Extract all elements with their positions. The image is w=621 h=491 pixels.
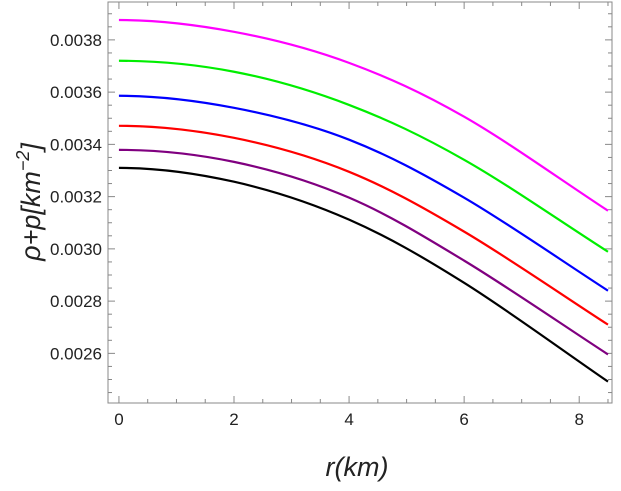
series-line-4: [118, 124, 609, 326]
y-axis-label: ρ+p[km−2]: [13, 142, 46, 262]
x-tick-label: 8: [574, 410, 583, 429]
series-line-1: [118, 18, 609, 212]
series-lines: [118, 18, 609, 383]
y-tick-label: 0.0036: [50, 83, 102, 102]
x-tick-label: 0: [114, 410, 123, 429]
plot-border: [107, 1, 613, 404]
axis-ticks: [108, 2, 612, 403]
x-tick-label: 6: [459, 410, 468, 429]
y-tick-label: 0.0034: [50, 135, 102, 154]
tick-labels: 0 2 4 6 8 0.0026 0.0028 0.0030 0.0032 0.0034 0.003…: [50, 31, 584, 429]
x-tick-label: 4: [344, 410, 353, 429]
y-tick-label: 0.0030: [50, 240, 102, 259]
x-axis-label: r(km): [326, 452, 389, 482]
y-tick-label: 0.0026: [50, 344, 102, 363]
series-line-3: [118, 94, 609, 292]
y-tick-label: 0.0038: [50, 31, 102, 50]
plot-frame: [107, 1, 613, 404]
y-axis-label-main: ρ+p[km: [16, 171, 46, 262]
y-axis-label-close: ]: [16, 142, 46, 154]
series-line-6: [118, 166, 609, 383]
series-line-2: [118, 59, 609, 253]
y-axis-label-sup: −2: [13, 151, 33, 172]
y-tick-label: 0.0028: [50, 292, 102, 311]
y-tick-label: 0.0032: [50, 188, 102, 207]
series-line-5: [118, 148, 609, 356]
x-tick-label: 2: [229, 410, 238, 429]
